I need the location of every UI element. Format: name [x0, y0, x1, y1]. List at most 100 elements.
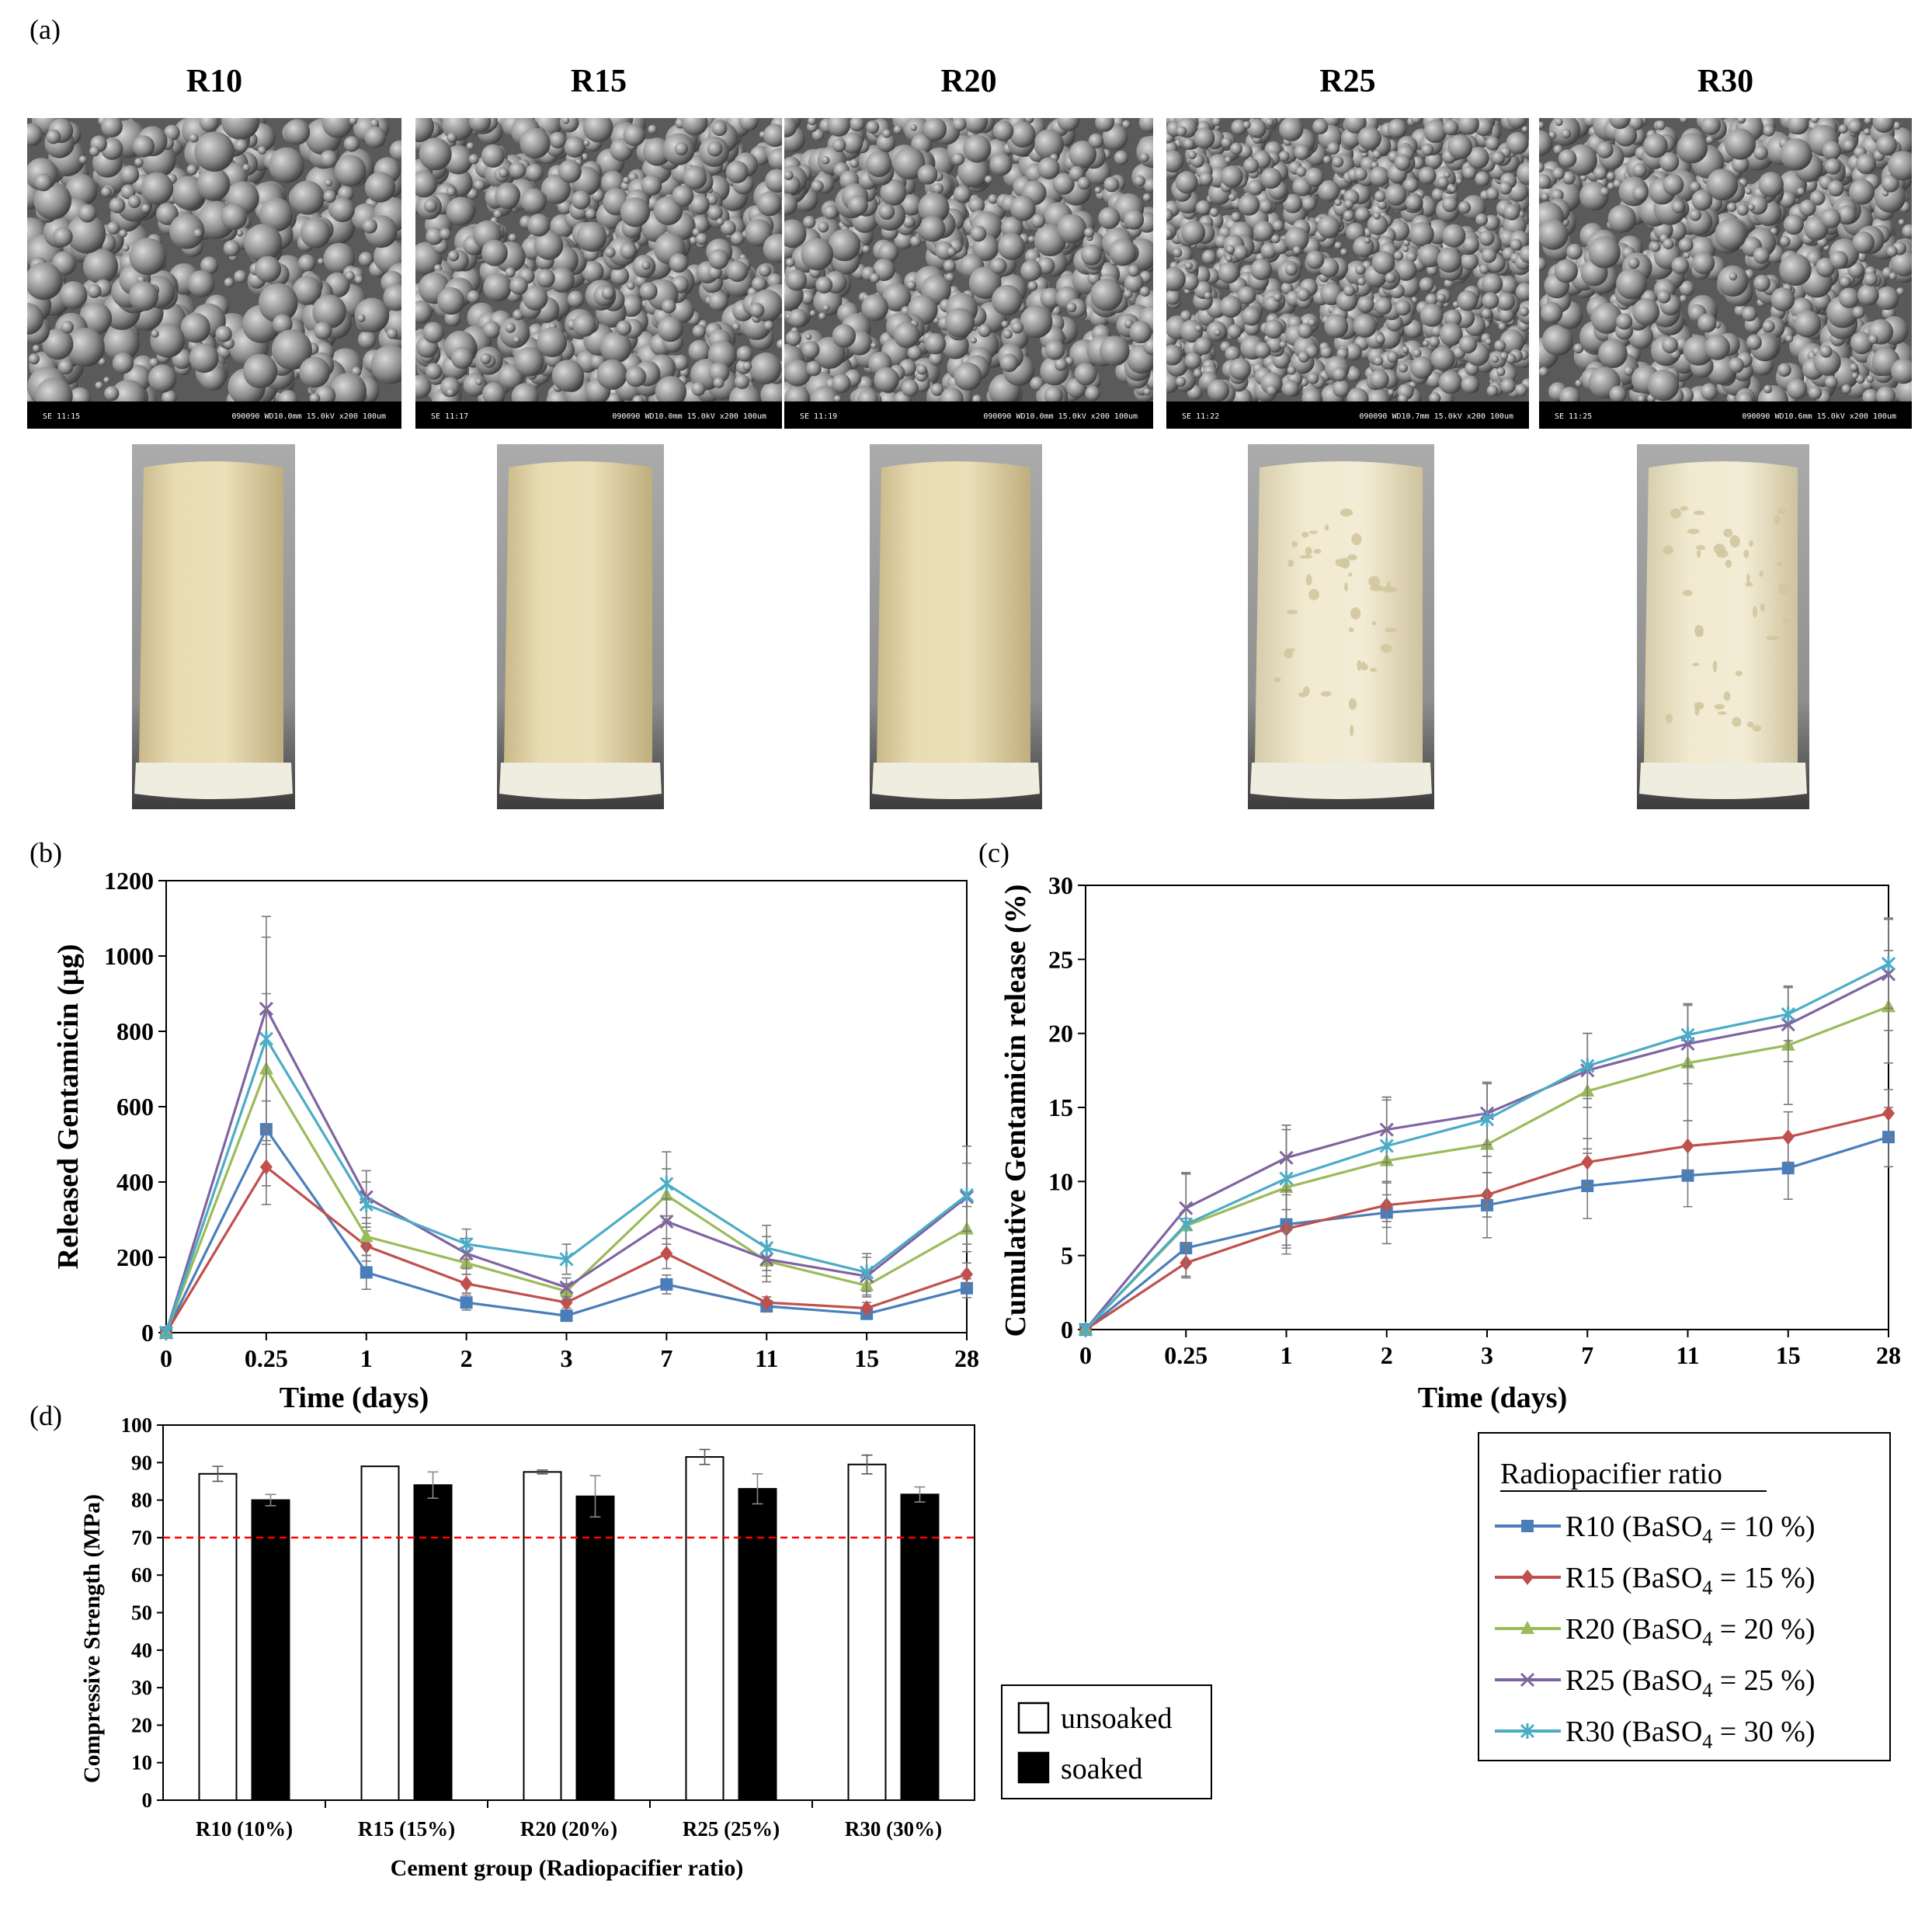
error-bar [537, 1469, 548, 1475]
x-tick-label: R25 (25%) [683, 1817, 780, 1841]
error-bar [427, 1471, 439, 1499]
sem-caption-left: SE 11:25 [1555, 412, 1592, 421]
series-r30 [1078, 919, 1896, 1337]
data-point [1581, 1154, 1594, 1170]
y-tick-label: 70 [131, 1526, 152, 1549]
panel-a: R10 SE 11:15 090090 WD10.0mm 15.0kV x200 1… [27, 64, 1912, 809]
y-tick-label: 0 [142, 1789, 153, 1812]
sample-title-r25: R25 [1319, 64, 1375, 99]
legend-marker [1520, 1672, 1535, 1688]
data-point [459, 1236, 474, 1253]
legend-swatch-unsoaked [1017, 1702, 1050, 1734]
chart-released-gentamicin: Time (days) Released Gentamicin (µg) 020… [52, 867, 979, 1414]
x-tick-label: R10 (10%) [196, 1817, 293, 1841]
chart-b-ylabel: Released Gentamicin (µg) [52, 944, 85, 1270]
legend-entry-r10: R10 (BaSO4 = 10 %) [1495, 1510, 1816, 1548]
data-point [560, 1309, 573, 1323]
legend-label-soaked: soaked [1061, 1753, 1143, 1785]
x-tick-label: 11 [755, 1344, 778, 1372]
data-point [1078, 1322, 1093, 1337]
data-point [359, 1197, 374, 1213]
panel-label-c: (c) [978, 837, 1009, 868]
y-tick-label: 800 [116, 1017, 154, 1045]
data-point [1781, 1162, 1795, 1175]
data-point [259, 1031, 273, 1047]
bar-unsoaked [198, 1472, 238, 1802]
x-tick-label: 1 [1280, 1341, 1293, 1369]
data-point [460, 1296, 473, 1309]
x-tick-label: 3 [1481, 1341, 1493, 1369]
x-tick-label: R30 (30%) [845, 1817, 942, 1841]
y-tick-label: 80 [131, 1489, 152, 1512]
legend-label: R25 (BaSO4 = 25 %) [1565, 1664, 1816, 1702]
chart-d-xlabel: Cement group (Radiopacifier ratio) [391, 1855, 744, 1881]
sem-caption-right: 090090 WD10.0mm 15.0kV x200 100um [231, 412, 386, 421]
y-tick-label: 1000 [104, 942, 154, 970]
y-tick-label: 60 [131, 1563, 152, 1587]
panel-label-d: (d) [30, 1400, 62, 1431]
data-point [1279, 1170, 1294, 1187]
panel-label-a: (a) [30, 14, 61, 45]
sem-caption-left: SE 11:22 [1182, 412, 1219, 421]
y-tick-label: 30 [1048, 871, 1073, 899]
data-point [660, 1278, 673, 1291]
data-point [1681, 1169, 1694, 1182]
legend-label: R30 (BaSO4 = 30 %) [1565, 1716, 1816, 1753]
chart-compressive-strength: Cement group (Radiopacifier ratio) Compr… [79, 1413, 975, 1881]
x-tick-label: 0 [1079, 1341, 1092, 1369]
y-tick-label: 20 [131, 1713, 152, 1736]
cylinder-photo-r10 [132, 444, 295, 809]
sem-image-r20: SE 11:19 090090 WD10.0mm 15.0kV x200 100u… [784, 118, 1153, 429]
data-point [1781, 1006, 1795, 1022]
error-bar [752, 1472, 763, 1505]
series-r15 [160, 1128, 973, 1340]
legend-entry-r30: R30 (BaSO4 = 30 %) [1495, 1716, 1816, 1753]
x-tick-label: 15 [854, 1344, 879, 1372]
x-tick-label: 7 [660, 1344, 672, 1372]
data-point [659, 1214, 674, 1229]
x-tick-label: 2 [1381, 1341, 1393, 1369]
cylinder-photo-r25 [1248, 444, 1434, 809]
legend-swatch-soaked [1017, 1751, 1050, 1784]
cylinder-photo-r20 [870, 444, 1042, 809]
sem-caption-right: 090090 WD10.6mm 15.0kV x200 100um [1742, 412, 1896, 421]
y-tick-label: 50 [131, 1601, 152, 1625]
bar-soaked [251, 1499, 290, 1801]
x-tick-label: 28 [1876, 1341, 1901, 1369]
sem-image-r25: SE 11:22 090090 WD10.7mm 15.0kV x200 100u… [1166, 118, 1529, 429]
legend-entry-r20: R20 (BaSO4 = 20 %) [1495, 1613, 1816, 1650]
legend-marker [1520, 1723, 1535, 1739]
data-point [659, 1176, 674, 1192]
sem-image-r15: SE 11:17 090090 WD10.0mm 15.0kV x200 100u… [415, 118, 782, 429]
sem-caption-right: 090090 WD10.0mm 15.0kV x200 100um [612, 412, 766, 421]
cylinder-photo-r15 [497, 444, 664, 809]
x-tick-label: 15 [1776, 1341, 1801, 1369]
bar-soaked [900, 1493, 940, 1801]
x-tick-label: 0.25 [1164, 1341, 1208, 1369]
error-bar [699, 1448, 711, 1465]
error-bar [861, 1454, 873, 1475]
data-point [860, 1264, 874, 1281]
error-bar [589, 1475, 601, 1518]
error-bar [212, 1465, 224, 1483]
legend-label-unsoaked: unsoaked [1061, 1702, 1173, 1735]
x-tick-label: R20 (20%) [520, 1817, 617, 1841]
data-point [759, 1239, 774, 1256]
data-point [1881, 956, 1896, 972]
y-tick-label: 5 [1061, 1242, 1073, 1270]
legend-label: R10 (BaSO4 = 10 %) [1565, 1510, 1816, 1548]
legend-label: R15 (BaSO4 = 15 %) [1565, 1562, 1816, 1599]
legend-entry-r25: R25 (BaSO4 = 25 %) [1495, 1664, 1816, 1702]
data-point [959, 1187, 975, 1203]
x-tick-label: 0 [160, 1344, 172, 1372]
y-tick-label: 90 [131, 1451, 152, 1474]
data-point [1179, 1216, 1194, 1232]
sample-title-r30: R30 [1697, 64, 1753, 99]
legend-label: R20 (BaSO4 = 20 %) [1565, 1613, 1816, 1650]
data-point [559, 1280, 574, 1295]
sem-caption-left: SE 11:19 [800, 412, 837, 421]
data-point [1580, 1058, 1595, 1074]
data-point [760, 1295, 773, 1311]
legend-marker [1521, 1570, 1534, 1585]
